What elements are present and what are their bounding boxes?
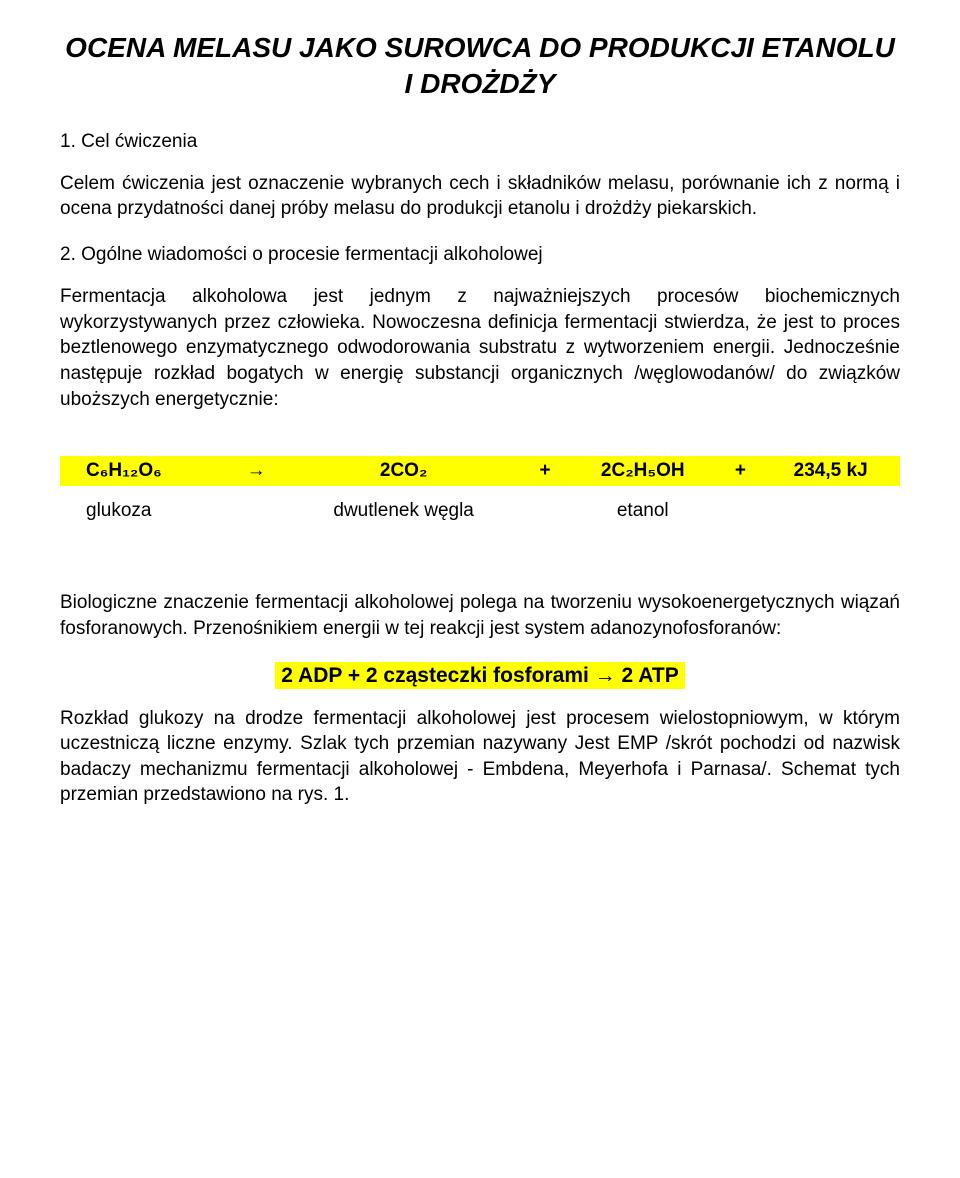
eq-label-empty1 xyxy=(229,496,283,526)
equation-row-formula: C₆H₁₂O₆ → 2CO₂ + 2C₂H₅OH + 234,5 kJ xyxy=(60,456,900,486)
eq-label-empty3 xyxy=(720,496,762,526)
eq-label-empty2 xyxy=(524,496,566,526)
eq-label-empty4 xyxy=(761,496,900,526)
section-4-body: Rozkład glukozy na drodze fermentacji al… xyxy=(60,706,900,809)
eq-cell-plus1: + xyxy=(524,456,566,486)
equation-2: 2 ADP + 2 cząsteczki fosforami → 2 ATP xyxy=(275,662,684,689)
equation-2-wrapper: 2 ADP + 2 cząsteczki fosforami → 2 ATP xyxy=(60,664,900,688)
eq-cell-energy: 234,5 kJ xyxy=(761,456,900,486)
section-1-heading: 1. Cel ćwiczenia xyxy=(60,131,900,153)
eq-label-ethanol: etanol xyxy=(566,496,720,526)
section-2-body: Fermentacja alkoholowa jest jednym z naj… xyxy=(60,284,900,412)
eq-cell-co2: 2CO₂ xyxy=(283,456,524,486)
eq-cell-arrow: → xyxy=(229,456,283,486)
page-title: OCENA MELASU JAKO SUROWCA DO PRODUKCJI E… xyxy=(60,30,900,103)
section-3-body: Biologiczne znaczenie fermentacji alkoho… xyxy=(60,590,900,641)
eq-label-glucose: glukoza xyxy=(60,496,229,526)
eq-cell-glucose: C₆H₁₂O₆ xyxy=(60,456,229,486)
section-2-heading: 2. Ogólne wiadomości o procesie fermenta… xyxy=(60,244,900,266)
eq-cell-ethanol: 2C₂H₅OH xyxy=(566,456,720,486)
equation-table: C₆H₁₂O₆ → 2CO₂ + 2C₂H₅OH + 234,5 kJ gluk… xyxy=(60,456,900,526)
eq-cell-plus2: + xyxy=(720,456,762,486)
section-1-body: Celem ćwiczenia jest oznaczenie wybranyc… xyxy=(60,171,900,222)
eq-label-co2: dwutlenek węgla xyxy=(283,496,524,526)
equation-row-labels: glukoza dwutlenek węgla etanol xyxy=(60,496,900,526)
